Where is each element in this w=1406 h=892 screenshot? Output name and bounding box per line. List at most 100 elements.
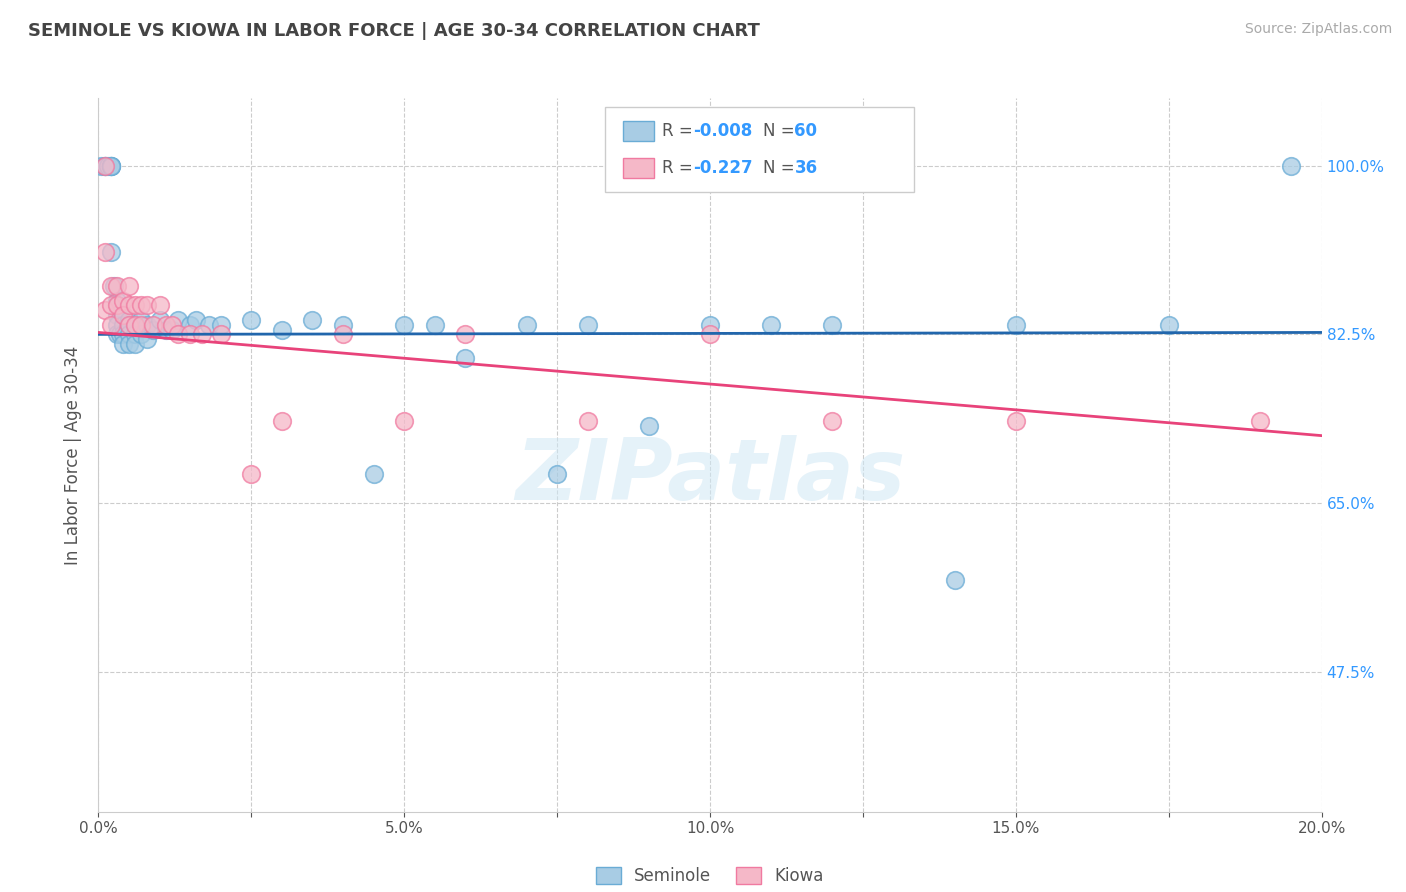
Point [179,327,201,342]
Text: ZIPatlas: ZIPatlas [515,434,905,518]
Point [1004,414,1026,428]
Point [105,327,128,342]
Point [699,327,721,342]
Point [93,303,115,318]
Point [93,159,115,173]
Point [209,318,232,332]
Point [179,318,201,332]
Point [167,327,190,342]
Point [118,313,141,327]
Point [108,327,131,342]
Text: R =: R = [662,159,699,177]
Point [111,308,134,322]
Point [142,318,165,332]
Point [332,327,354,342]
Point [93,159,115,173]
Point [93,245,115,260]
Point [516,318,538,332]
Point [105,293,128,308]
Point [124,327,146,342]
Point [167,313,190,327]
Point [105,279,128,293]
Point [129,318,152,332]
Point [93,159,115,173]
Point [129,327,152,342]
Point [111,327,134,342]
Point [332,318,354,332]
Point [1004,318,1026,332]
Point [142,322,165,336]
Point [100,159,122,173]
Point [149,298,172,312]
Point [454,351,477,366]
Point [576,318,599,332]
Point [100,159,122,173]
Text: -0.008: -0.008 [693,122,752,140]
Point [100,298,122,312]
Point [301,313,323,327]
Point [118,327,141,342]
Point [129,313,152,327]
Point [93,159,115,173]
Point [129,298,152,312]
Point [759,318,782,332]
Point [111,337,134,351]
Point [240,467,263,482]
Point [105,308,128,322]
Text: SEMINOLE VS KIOWA IN LABOR FORCE | AGE 30-34 CORRELATION CHART: SEMINOLE VS KIOWA IN LABOR FORCE | AGE 3… [28,22,761,40]
Point [546,467,568,482]
Y-axis label: In Labor Force | Age 30-34: In Labor Force | Age 30-34 [65,345,83,565]
Point [103,279,125,293]
Text: N =: N = [763,159,800,177]
Text: N =: N = [763,122,800,140]
Point [111,293,134,308]
Point [821,318,844,332]
Text: Source: ZipAtlas.com: Source: ZipAtlas.com [1244,22,1392,37]
Point [124,318,146,332]
Point [124,337,146,351]
Point [270,322,292,336]
Point [197,318,219,332]
Point [699,318,721,332]
Text: -0.227: -0.227 [693,159,752,177]
Point [136,318,159,332]
Point [155,322,177,336]
Point [111,308,134,322]
Point [149,313,172,327]
Point [105,318,128,332]
Point [363,467,385,482]
Point [1157,318,1180,332]
Point [105,298,128,312]
Point [1279,159,1302,173]
Point [111,318,134,332]
Point [90,159,112,173]
Point [576,414,599,428]
Point [136,332,159,346]
Point [118,298,141,312]
Text: R =: R = [662,122,699,140]
Point [240,313,263,327]
Point [118,318,141,332]
Point [100,159,122,173]
Point [118,279,141,293]
Point [100,159,122,173]
Point [160,322,183,336]
Point [454,327,477,342]
Point [270,414,292,428]
Point [124,318,146,332]
Point [160,318,183,332]
Point [97,159,120,173]
Point [186,313,208,327]
Point [943,574,966,588]
Point [118,318,141,332]
Point [637,419,661,434]
Point [118,337,141,351]
Point [209,327,232,342]
Point [136,298,159,312]
Point [100,318,122,332]
Text: 60: 60 [794,122,817,140]
Point [100,279,122,293]
Point [105,298,128,312]
Point [191,327,214,342]
Point [100,245,122,260]
